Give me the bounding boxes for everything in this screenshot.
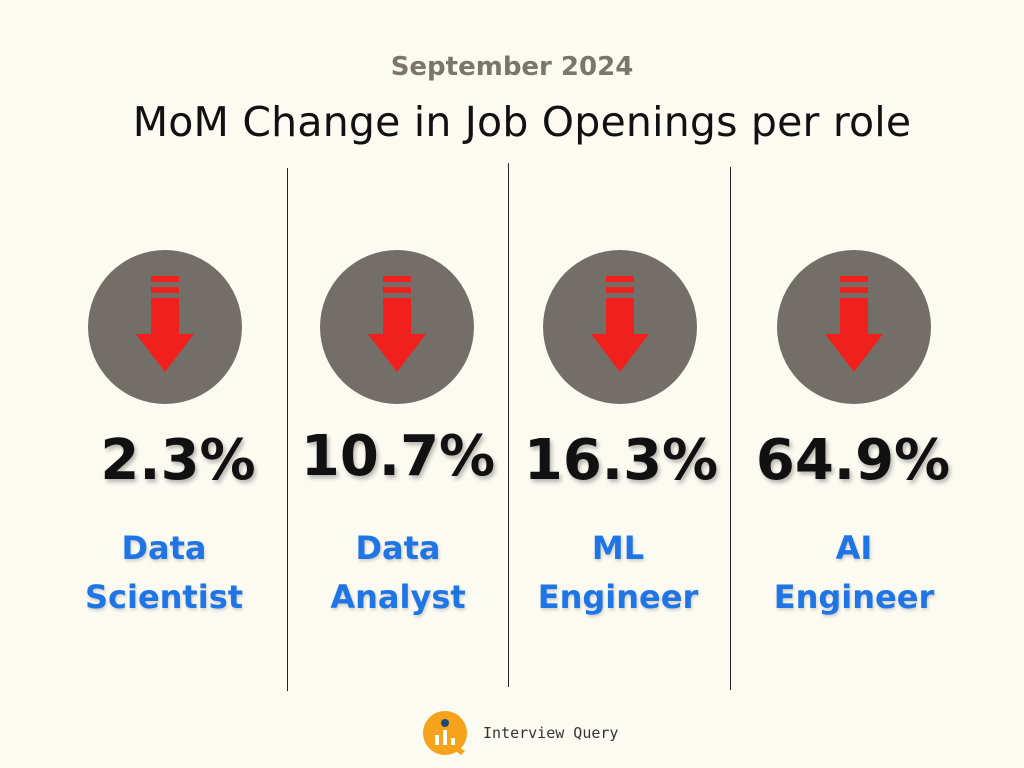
- change-value-label: 16.3%: [523, 428, 719, 493]
- role-label: Data Scientist: [84, 529, 244, 616]
- chart-subtitle: September 2024: [390, 52, 634, 82]
- change-value-label: 2.3%: [100, 428, 256, 493]
- footer-brand: Interview Query: [421, 708, 618, 758]
- change-value-label: 10.7%: [300, 424, 496, 489]
- role-label: ML Engineer: [537, 529, 699, 616]
- role-label: AI Engineer: [773, 529, 935, 616]
- interview-query-logo-icon: [421, 709, 469, 757]
- brand-name: Interview Query: [483, 724, 619, 742]
- change-value-label: 64.9%: [755, 428, 951, 493]
- down-arrow-icon: [543, 250, 697, 404]
- column-divider: [508, 163, 509, 687]
- down-arrow-icon: [320, 250, 474, 404]
- down-arrow-icon: [88, 250, 242, 404]
- column-divider: [730, 167, 731, 690]
- column-divider: [287, 168, 288, 691]
- chart-title: MoM Change in Job Openings per role: [132, 98, 912, 146]
- down-arrow-icon: [777, 250, 931, 404]
- role-label: Data Analyst: [330, 529, 466, 616]
